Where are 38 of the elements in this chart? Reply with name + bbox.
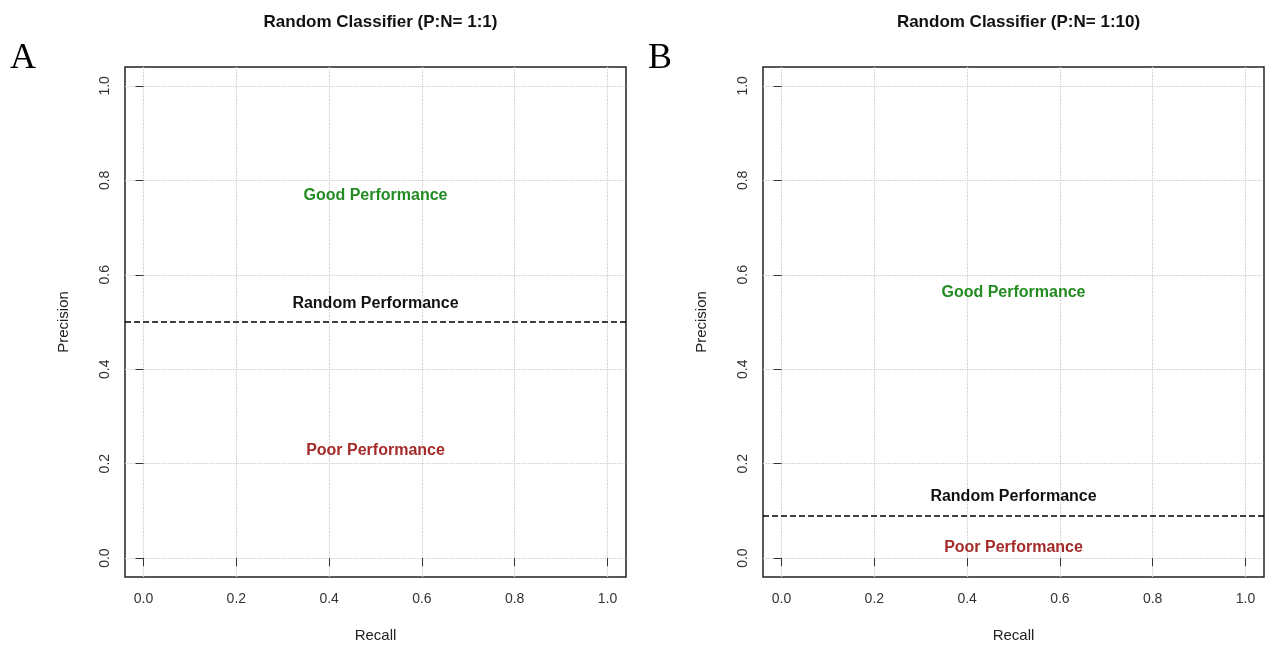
- ref-line-label: Random Performance: [292, 293, 459, 311]
- text: A: [10, 36, 36, 76]
- chart-title: Random Classifier (P:N= 1:1): [263, 12, 498, 31]
- x-tick-label: 0.8: [1142, 590, 1163, 606]
- y-tick-label: 0.2: [734, 453, 750, 474]
- x-tick-label: 0.2: [226, 590, 247, 606]
- y-tick-label: 1.0: [734, 75, 750, 96]
- y-tick-label: 0.8: [734, 170, 750, 191]
- text: B: [648, 36, 673, 76]
- x-tick-label: 0.0: [133, 590, 154, 606]
- x-tick-label: 1.0: [1235, 590, 1256, 606]
- annotation: Poor Performance: [306, 441, 445, 458]
- x-tick-label: 0.6: [412, 590, 432, 606]
- y-tick-label: 0.4: [96, 359, 112, 379]
- x-tick-label: 1.0: [597, 590, 618, 606]
- annotation: Poor Performance: [944, 537, 1083, 555]
- x-axis-title: Recall: [354, 626, 397, 643]
- y-tick-label: 0.0: [96, 548, 112, 568]
- y-tick-label: 0.6: [96, 264, 112, 285]
- annotation: Good Performance: [303, 186, 448, 203]
- x-tick-label: 0.4: [319, 590, 340, 606]
- ref-line-label: Random Performance: [930, 487, 1097, 505]
- y-tick-label: 0.4: [734, 359, 750, 379]
- x-tick-label: 0.0: [771, 590, 792, 606]
- x-tick-label: 0.8: [504, 590, 525, 606]
- y-axis-title: Precision: [54, 291, 71, 353]
- annotation: Good Performance: [941, 282, 1086, 300]
- x-tick-label: 0.2: [864, 590, 885, 606]
- y-tick-label: 0.6: [734, 264, 750, 285]
- chart-title: Random Classifier (P:N= 1:10): [896, 12, 1141, 31]
- y-tick-label: 0.8: [96, 170, 112, 191]
- y-axis-title: Precision: [692, 291, 709, 353]
- y-tick-label: 0.2: [96, 453, 112, 474]
- x-axis-title: Recall: [992, 626, 1035, 643]
- x-tick-label: 0.6: [1050, 590, 1070, 606]
- y-tick-label: 0.0: [734, 548, 750, 568]
- y-tick-label: 1.0: [96, 75, 112, 96]
- x-tick-label: 0.4: [957, 590, 978, 606]
